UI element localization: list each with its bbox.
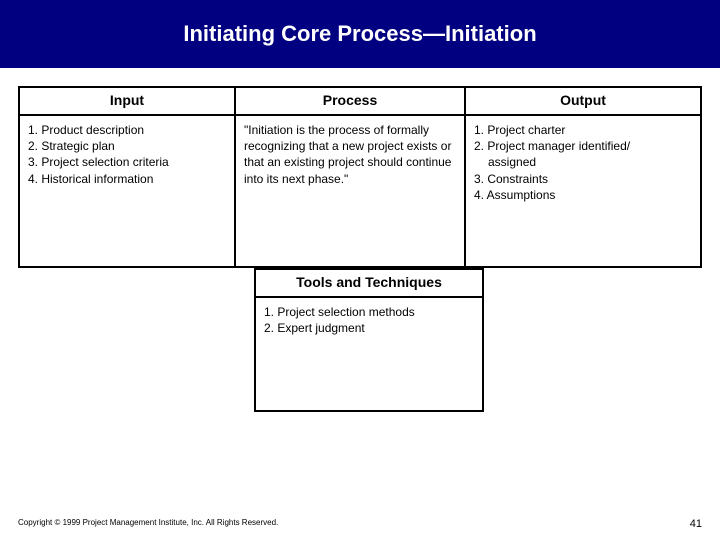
input-header: Input (20, 88, 234, 116)
output-body: 1. Project charter2. Project manager ide… (466, 116, 700, 266)
list-item: 3. Project selection criteria (28, 154, 226, 170)
tools-column: Tools and Techniques 1. Project selectio… (254, 268, 484, 412)
process-header: Process (236, 88, 464, 116)
page-title: Initiating Core Process—Initiation (183, 21, 536, 47)
list-item: 2. Expert judgment (264, 320, 474, 336)
list-item: 4. Assumptions (474, 187, 692, 203)
list-item: 2. Strategic plan (28, 138, 226, 154)
list-item: 1. Project selection methods (264, 304, 474, 320)
title-bar: Initiating Core Process—Initiation (0, 0, 720, 68)
page-number: 41 (690, 518, 702, 530)
ipo-table: Input 1. Product description 2. Strategi… (18, 86, 702, 268)
input-body: 1. Product description 2. Strategic plan… (20, 116, 234, 266)
list-item: 1. Project charter (474, 122, 692, 138)
tools-header: Tools and Techniques (256, 268, 482, 298)
process-body: "Initiation is the process of formally r… (236, 116, 464, 266)
input-column: Input 1. Product description 2. Strategi… (18, 86, 236, 268)
copyright-text: Copyright © 1999 Project Management Inst… (18, 518, 278, 530)
list-item: 1. Product description (28, 122, 226, 138)
output-header: Output (466, 88, 700, 116)
list-item: assigned (474, 154, 692, 170)
list-item: 3. Constraints (474, 171, 692, 187)
list-item: 2. Project manager identified/ (474, 138, 692, 154)
output-column: Output 1. Project charter2. Project mana… (466, 86, 702, 268)
process-column: Process "Initiation is the process of fo… (236, 86, 466, 268)
content-area: Input 1. Product description 2. Strategi… (0, 68, 720, 412)
footer: Copyright © 1999 Project Management Inst… (18, 518, 702, 530)
list-item: 4. Historical information (28, 171, 226, 187)
tools-body: 1. Project selection methods 2. Expert j… (256, 298, 482, 410)
